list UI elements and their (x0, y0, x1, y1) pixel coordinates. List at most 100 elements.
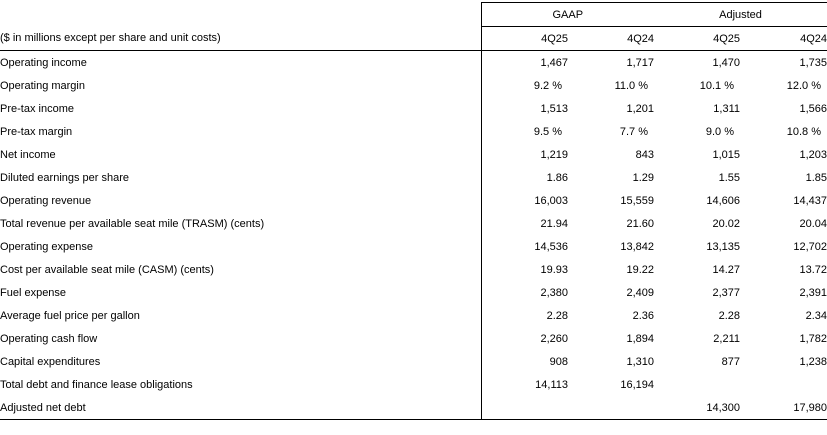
cell-value: 20.04 (799, 217, 827, 230)
cell-value: 2.34 (805, 309, 827, 322)
table-row: Operating revenue 16,003 15,559 14,606 14,43… (0, 189, 827, 212)
cell-value: 20.02 (712, 217, 741, 230)
cell-value: 2,260 (480, 327, 568, 350)
group-header-row: GAAP Adjusted (0, 2, 827, 27)
cell-value: 14,300 (654, 396, 741, 420)
cell-value: 13.72 (799, 263, 827, 276)
cell-value: 19.93 (480, 258, 568, 281)
row-label: Cost per available seat mile (CASM) (cen… (0, 263, 214, 276)
cell-value: 1,470 (712, 56, 741, 69)
unit-note: ($ in millions except per share and unit… (0, 26, 481, 51)
cell-value: 17,980 (740, 396, 827, 420)
cell-value: 16,194 (620, 378, 655, 391)
row-label: Operating expense (0, 240, 93, 253)
cell-value: 1.86 (480, 166, 568, 189)
cell-value: 15,559 (620, 194, 655, 207)
cell-value: 14,606 (706, 194, 741, 207)
cell-value: 11.0 % (614, 79, 649, 92)
table-row: Capital expenditures 908 1,310 877 1,238 (0, 350, 827, 373)
column-header-adjusted-4q25: 4Q25 (654, 26, 741, 51)
row-label: Adjusted net debt (0, 396, 481, 420)
group-header-gaap: GAAP (480, 2, 655, 27)
cell-value: 1,717 (626, 56, 655, 69)
table-row: Fuel expense 2,380 2,409 2,377 2,391 (0, 281, 827, 304)
cell-value: 7.7 % (619, 125, 649, 138)
cell-value: 10.8 % (786, 125, 822, 138)
cell-value: 9.5 % (480, 120, 568, 143)
cell-value (740, 373, 827, 396)
cell-value: 843 (635, 148, 655, 161)
row-label: Diluted earnings per share (0, 171, 130, 184)
cell-value: 2,391 (799, 286, 827, 299)
cell-value: 1,015 (712, 148, 741, 161)
cell-value: 1.29 (632, 171, 655, 184)
row-label: Average fuel price per gallon (0, 309, 140, 322)
table-row: Total debt and finance lease obligations… (0, 373, 827, 396)
table-row: Total revenue per available seat mile (T… (0, 212, 827, 235)
cell-value: 10.1 % (699, 79, 735, 92)
group-header-adjusted: Adjusted (654, 2, 827, 27)
cell-value: 1,203 (799, 148, 827, 161)
cell-value: 9.2 % (480, 74, 568, 97)
row-label: Operating revenue (0, 194, 92, 207)
row-label: Net income (0, 148, 56, 161)
cell-value: 1,238 (799, 355, 827, 368)
cell-value: 1,311 (713, 102, 741, 115)
cell-value: 12,702 (793, 240, 827, 253)
row-label: Fuel expense (0, 286, 67, 299)
cell-value (654, 373, 740, 396)
table-row: Operating expense 14,536 13,842 13,135 12,70… (0, 235, 827, 258)
table-row: Operating margin 9.2 % 11.0 % 10.1 % 12.0 % (0, 74, 827, 97)
table-row: Operating cash flow 2,260 1,894 2,211 1,782 (0, 327, 827, 350)
row-label: Operating income (0, 56, 87, 69)
cell-value: 1,201 (626, 102, 655, 115)
table-row: Pre-tax income 1,513 1,201 1,311 1,566 (0, 97, 827, 120)
column-header-adjusted-4q24: 4Q24 (740, 26, 827, 51)
row-label: Total revenue per available seat mile (T… (0, 217, 265, 230)
table-row: Adjusted net debt 14,300 17,980 (0, 396, 827, 420)
cell-value: 1.85 (805, 171, 827, 184)
row-label: Total debt and finance lease obligations (0, 378, 193, 391)
row-label: Operating margin (0, 79, 85, 92)
cell-value: 14,536 (480, 235, 568, 258)
financial-results-table: GAAP Adjusted ($ in millions except per … (0, 2, 827, 420)
table-row: Pre-tax margin 9.5 % 7.7 % 9.0 % 10.8 % (0, 120, 827, 143)
cell-value: 14.27 (712, 263, 741, 276)
table-row: Operating income 1,467 1,717 1,470 1,735 (0, 50, 827, 74)
cell-value: 1.55 (718, 171, 741, 184)
cell-value: 1,782 (799, 332, 827, 345)
cell-value: 908 (480, 350, 568, 373)
cell-value: 1,467 (480, 50, 568, 74)
column-header-gaap-4q24: 4Q24 (568, 26, 655, 51)
row-label: Pre-tax income (0, 102, 74, 115)
cell-value: 2,409 (626, 286, 655, 299)
cell-value: 1,513 (480, 97, 568, 120)
cell-value: 2,377 (712, 286, 741, 299)
table-body: Operating income 1,467 1,717 1,470 1,735 Oper… (0, 50, 827, 420)
cell-value (480, 396, 568, 420)
cell-value: 877 (721, 355, 741, 368)
cell-value: 1,566 (799, 102, 827, 115)
cell-value: 1,310 (626, 355, 655, 368)
cell-value: 2.28 (718, 309, 741, 322)
cell-value: 2,380 (480, 281, 568, 304)
table-row: Average fuel price per gallon 2.28 2.36 2.2… (0, 304, 827, 327)
cell-value: 21.94 (480, 212, 568, 235)
cell-value (568, 396, 655, 420)
table-row: Cost per available seat mile (CASM) (cen… (0, 258, 827, 281)
cell-value: 9.0 % (705, 125, 735, 138)
row-label: Capital expenditures (0, 355, 101, 368)
row-label: Pre-tax margin (0, 125, 73, 138)
column-header-gaap-4q25: 4Q25 (480, 26, 568, 51)
cell-value: 1,894 (626, 332, 655, 345)
cell-value: 12.0 % (786, 79, 822, 92)
cell-value: 13,135 (706, 240, 741, 253)
table-row: Diluted earnings per share 1.86 1.29 1.55 1.… (0, 166, 827, 189)
corner-spacer (0, 3, 481, 27)
cell-value: 2.28 (480, 304, 568, 327)
table-row: Net income 1,219 843 1,015 1,203 (0, 143, 827, 166)
cell-value: 2.36 (632, 309, 655, 322)
cell-value: 14,113 (480, 373, 568, 396)
cell-value: 14,437 (793, 194, 827, 207)
